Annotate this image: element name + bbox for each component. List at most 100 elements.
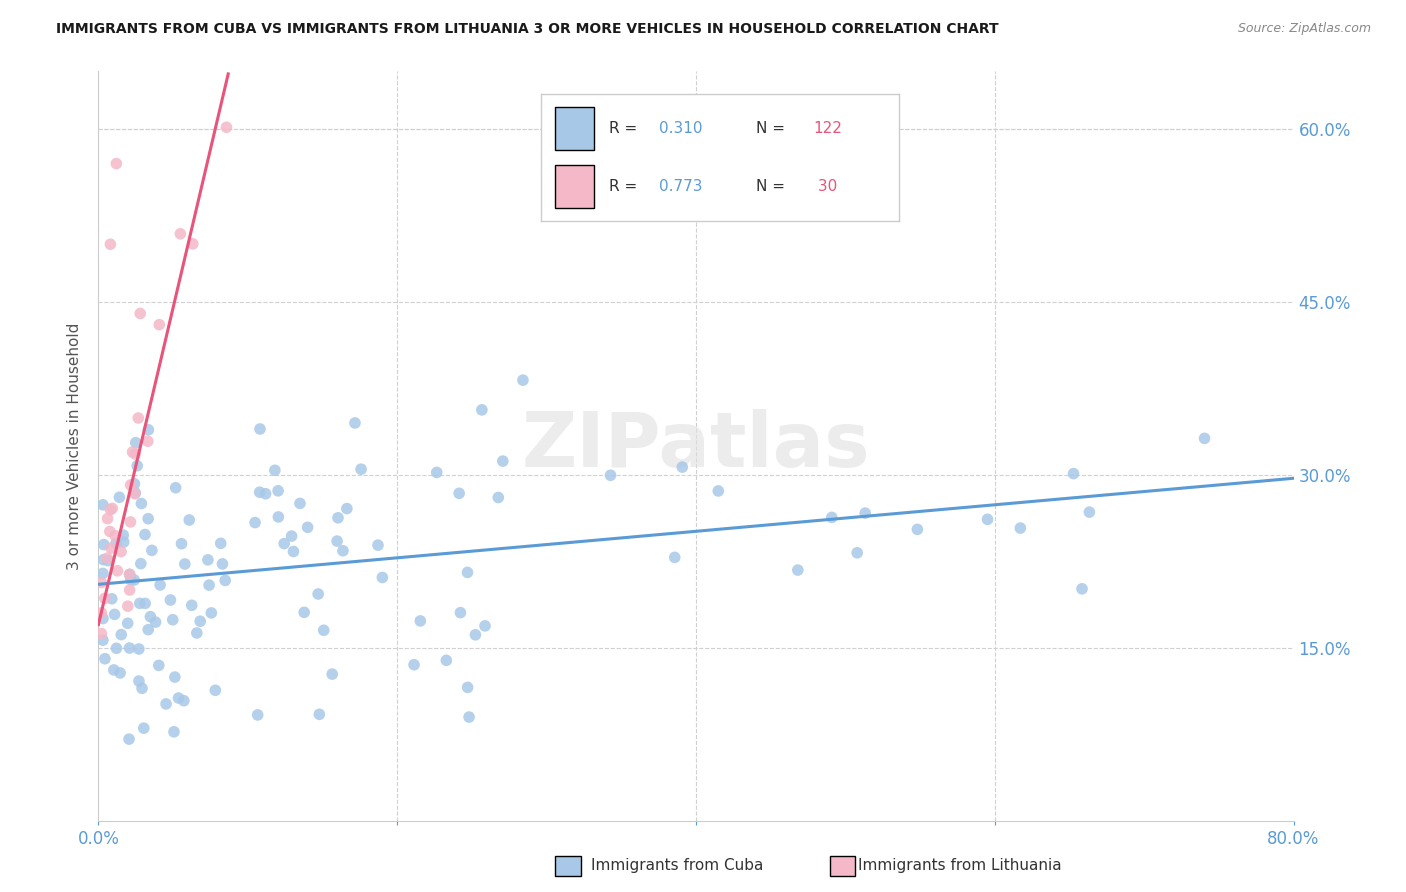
Point: [1194, 431, 1216, 445]
Point: [117, 599, 139, 614]
Point: [93, 538, 115, 552]
Point: [91, 611, 114, 625]
Point: [204, 683, 226, 698]
Point: [94, 651, 117, 665]
Point: [402, 657, 425, 672]
Point: [173, 557, 195, 571]
Point: [457, 681, 479, 695]
Point: [326, 511, 349, 525]
Point: [1078, 505, 1101, 519]
Point: [214, 574, 236, 588]
Point: [129, 306, 152, 320]
Point: [105, 536, 128, 550]
Point: [118, 732, 141, 747]
Point: [471, 402, 494, 417]
Point: [124, 486, 146, 500]
Point: [148, 318, 170, 332]
Point: [122, 573, 145, 587]
Point: [307, 587, 329, 601]
Point: [108, 490, 131, 504]
Point: [149, 578, 172, 592]
Point: [426, 466, 449, 480]
Point: [107, 564, 129, 578]
Point: [118, 567, 141, 582]
Point: [664, 550, 686, 565]
Point: [125, 435, 148, 450]
Point: [136, 623, 159, 637]
Point: [90, 606, 112, 620]
Point: [136, 434, 159, 449]
Point: [254, 487, 277, 501]
Point: [599, 468, 621, 483]
Point: [1071, 582, 1094, 596]
Point: [134, 596, 156, 610]
Point: [292, 605, 315, 619]
Point: [312, 624, 335, 638]
Point: [246, 707, 269, 722]
Point: [127, 411, 149, 425]
Point: [148, 658, 170, 673]
Point: [141, 543, 163, 558]
Y-axis label: 3 or more Vehicles in Household: 3 or more Vehicles in Household: [67, 322, 83, 570]
Point: [105, 156, 128, 170]
Point: [132, 721, 155, 735]
Point: [162, 613, 184, 627]
Point: [117, 616, 139, 631]
Point: [167, 691, 190, 706]
Point: [145, 615, 167, 629]
Point: [131, 681, 153, 696]
Point: [449, 606, 471, 620]
Point: [118, 567, 141, 582]
Point: [179, 513, 201, 527]
Point: [128, 596, 150, 610]
Point: [94, 591, 117, 606]
Point: [180, 599, 202, 613]
Point: [169, 227, 191, 241]
Point: [486, 491, 509, 505]
Point: [121, 445, 143, 459]
Point: [263, 463, 285, 477]
Point: [492, 454, 515, 468]
Point: [159, 593, 181, 607]
Point: [434, 653, 457, 667]
Point: [120, 478, 142, 492]
Point: [98, 503, 121, 517]
Point: [118, 640, 141, 655]
Text: Immigrants from Cuba: Immigrants from Cuba: [591, 858, 763, 872]
Point: [273, 536, 295, 550]
Point: [188, 614, 211, 628]
Point: [409, 614, 432, 628]
Point: [100, 541, 122, 556]
Point: [343, 416, 366, 430]
Point: [332, 543, 354, 558]
Point: [128, 674, 150, 689]
Point: [905, 522, 928, 536]
Point: [105, 641, 128, 656]
Point: [127, 458, 149, 473]
Point: [118, 582, 141, 597]
Point: [464, 628, 486, 642]
Point: [1063, 467, 1085, 481]
Point: [136, 511, 159, 525]
Point: [91, 498, 114, 512]
Point: [163, 670, 186, 684]
Point: [371, 570, 394, 584]
Point: [786, 563, 808, 577]
Point: [110, 544, 132, 558]
Point: [138, 423, 160, 437]
Point: [267, 483, 290, 498]
Point: [103, 663, 125, 677]
Point: [243, 516, 266, 530]
Point: [181, 236, 204, 251]
Text: Immigrants from Lithuania: Immigrants from Lithuania: [858, 858, 1062, 872]
Point: [131, 496, 153, 510]
Point: [120, 573, 142, 587]
Point: [90, 626, 112, 640]
Point: [288, 496, 311, 510]
Point: [96, 551, 118, 566]
Text: IMMIGRANTS FROM CUBA VS IMMIGRANTS FROM LITHUANIA 3 OR MORE VEHICLES IN HOUSEHOL: IMMIGRANTS FROM CUBA VS IMMIGRANTS FROM …: [56, 22, 998, 37]
Point: [103, 607, 125, 622]
Point: [846, 546, 869, 560]
Point: [155, 697, 177, 711]
Point: [108, 665, 131, 680]
